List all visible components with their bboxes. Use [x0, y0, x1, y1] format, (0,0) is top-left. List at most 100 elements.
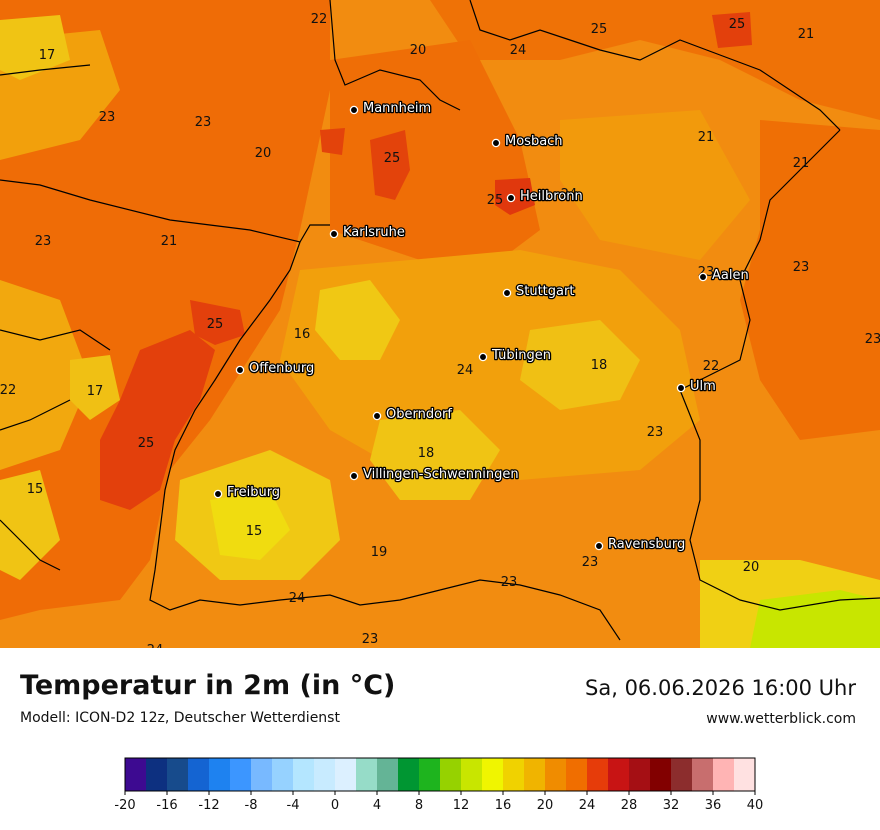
city-dot [372, 411, 382, 421]
legend-tick-label: -8 [245, 798, 258, 813]
city-marker: Mosbach [491, 133, 564, 150]
legend-swatch [545, 758, 567, 791]
legend-tick-label: 8 [415, 798, 423, 813]
temperature-value: 23 [362, 632, 379, 647]
city-marker: Tübingen [478, 347, 552, 364]
temperature-value: 24 [289, 591, 306, 606]
temperature-value: 22 [0, 383, 16, 398]
map-title: Temperatur in 2m (in °C) [20, 670, 396, 701]
city-label: Aalen [712, 268, 749, 283]
legend-swatch [146, 758, 168, 791]
city-dot [502, 288, 512, 298]
city-label: Freiburg [227, 485, 280, 500]
legend-swatch [524, 758, 546, 791]
legend-tick-label: 16 [495, 798, 512, 813]
temperature-value: 23 [647, 425, 664, 440]
legend-swatch [692, 758, 714, 791]
website-link[interactable]: www.wetterblick.com [706, 711, 856, 727]
city-marker: Ravensburg [594, 536, 687, 553]
model-source: Modell: ICON-D2 12z, Deutscher Wetterdie… [20, 710, 340, 726]
city-marker: Mannheim [349, 100, 432, 117]
legend-swatch [629, 758, 651, 791]
city-marker: Offenburg [235, 360, 316, 377]
temperature-value: 23 [582, 555, 599, 570]
legend-swatch [587, 758, 609, 791]
legend-tick-label: 20 [537, 798, 554, 813]
borders [0, 0, 880, 641]
city-marker: Ulm [676, 378, 717, 395]
temperature-value: 23 [501, 575, 518, 590]
temperature-map: 22 25 17 20 24 25 21 23 23 20 25 21 21 25 24 23 21 23 23 16… [0, 0, 880, 648]
value-labels: 22 25 17 20 24 25 21 23 23 20 25 21 21 25 24 23 21 23 23 16… [0, 12, 880, 648]
legend-swatch [671, 758, 693, 791]
temperature-value: 25 [207, 317, 224, 332]
city-dot [213, 489, 223, 499]
city-label: Heilbronn [520, 189, 583, 204]
legend-swatch [335, 758, 357, 791]
legend-swatches [124, 757, 756, 792]
temperature-value: 15 [246, 524, 263, 539]
temperature-value: 15 [27, 482, 44, 497]
temperature-value: 20 [255, 146, 272, 161]
city-marker: Stuttgart [502, 283, 576, 300]
city-label: Mannheim [363, 101, 431, 116]
legend-swatch [125, 758, 147, 791]
legend-tick-label: 28 [621, 798, 638, 813]
city-label: Mosbach [505, 134, 563, 149]
temperature-value: 17 [39, 48, 56, 63]
city-dot [349, 105, 359, 115]
city-label: Villingen-Schwenningen [363, 467, 519, 482]
city-marker: Villingen-Schwenningen [349, 466, 520, 483]
legend-tick-label: -4 [287, 798, 300, 813]
legend-swatch [293, 758, 315, 791]
city-marker: Aalen [698, 267, 750, 284]
temperature-value: 20 [743, 560, 760, 575]
legend-swatch [377, 758, 399, 791]
city-label: Tübingen [491, 348, 551, 363]
city-label: Oberndorf [386, 407, 452, 422]
legend-swatch [734, 758, 756, 791]
legend-tick-label: -16 [156, 798, 177, 813]
city-dot [594, 541, 604, 551]
temperature-value: 19 [371, 545, 388, 560]
legend-swatch [314, 758, 336, 791]
legend-tick-label: 24 [579, 798, 596, 813]
temperature-value: 25 [591, 22, 608, 37]
legend-tick-label: 12 [453, 798, 470, 813]
legend-swatch [167, 758, 189, 791]
legend-tick-label: 36 [705, 798, 722, 813]
temperature-value: 24 [457, 363, 474, 378]
temperature-value: 22 [703, 359, 720, 374]
city-dot [329, 229, 339, 239]
temperature-value: 21 [793, 156, 810, 171]
city-dot [478, 352, 488, 362]
legend-swatch [251, 758, 273, 791]
legend-swatch [461, 758, 483, 791]
city-label: Karlsruhe [343, 225, 405, 240]
color-legend: -20 -16 -12 -8 -4 0 4 8 12 16 20 24 28 32 36 40 [114, 757, 763, 813]
city-label: Offenburg [249, 361, 314, 376]
city-label: Ulm [690, 379, 716, 394]
legend-tick-label: 0 [331, 798, 339, 813]
temperature-value: 25 [138, 436, 155, 451]
temperature-value: 23 [195, 115, 212, 130]
temperature-value: 23 [35, 234, 52, 249]
forecast-datetime: Sa, 06.06.2026 16:00 Uhr [585, 676, 856, 700]
temperature-value: 18 [418, 446, 435, 461]
temperature-value: 21 [698, 130, 715, 145]
legend-swatch [230, 758, 252, 791]
city-label: Ravensburg [608, 537, 685, 552]
legend-swatch [503, 758, 525, 791]
legend-swatch [650, 758, 672, 791]
legend-swatch [566, 758, 588, 791]
city-marker: Freiburg [213, 484, 281, 501]
temperature-value: 20 [410, 43, 427, 58]
city-dot [698, 272, 708, 282]
temperature-value: 24 [147, 643, 164, 648]
temperature-value: 24 [561, 187, 578, 202]
temperature-value: 22 [311, 12, 328, 27]
city-dot [676, 383, 686, 393]
city-dot [491, 138, 501, 148]
legend-tick-label: -20 [114, 798, 135, 813]
temperature-value: 23 [793, 260, 810, 275]
